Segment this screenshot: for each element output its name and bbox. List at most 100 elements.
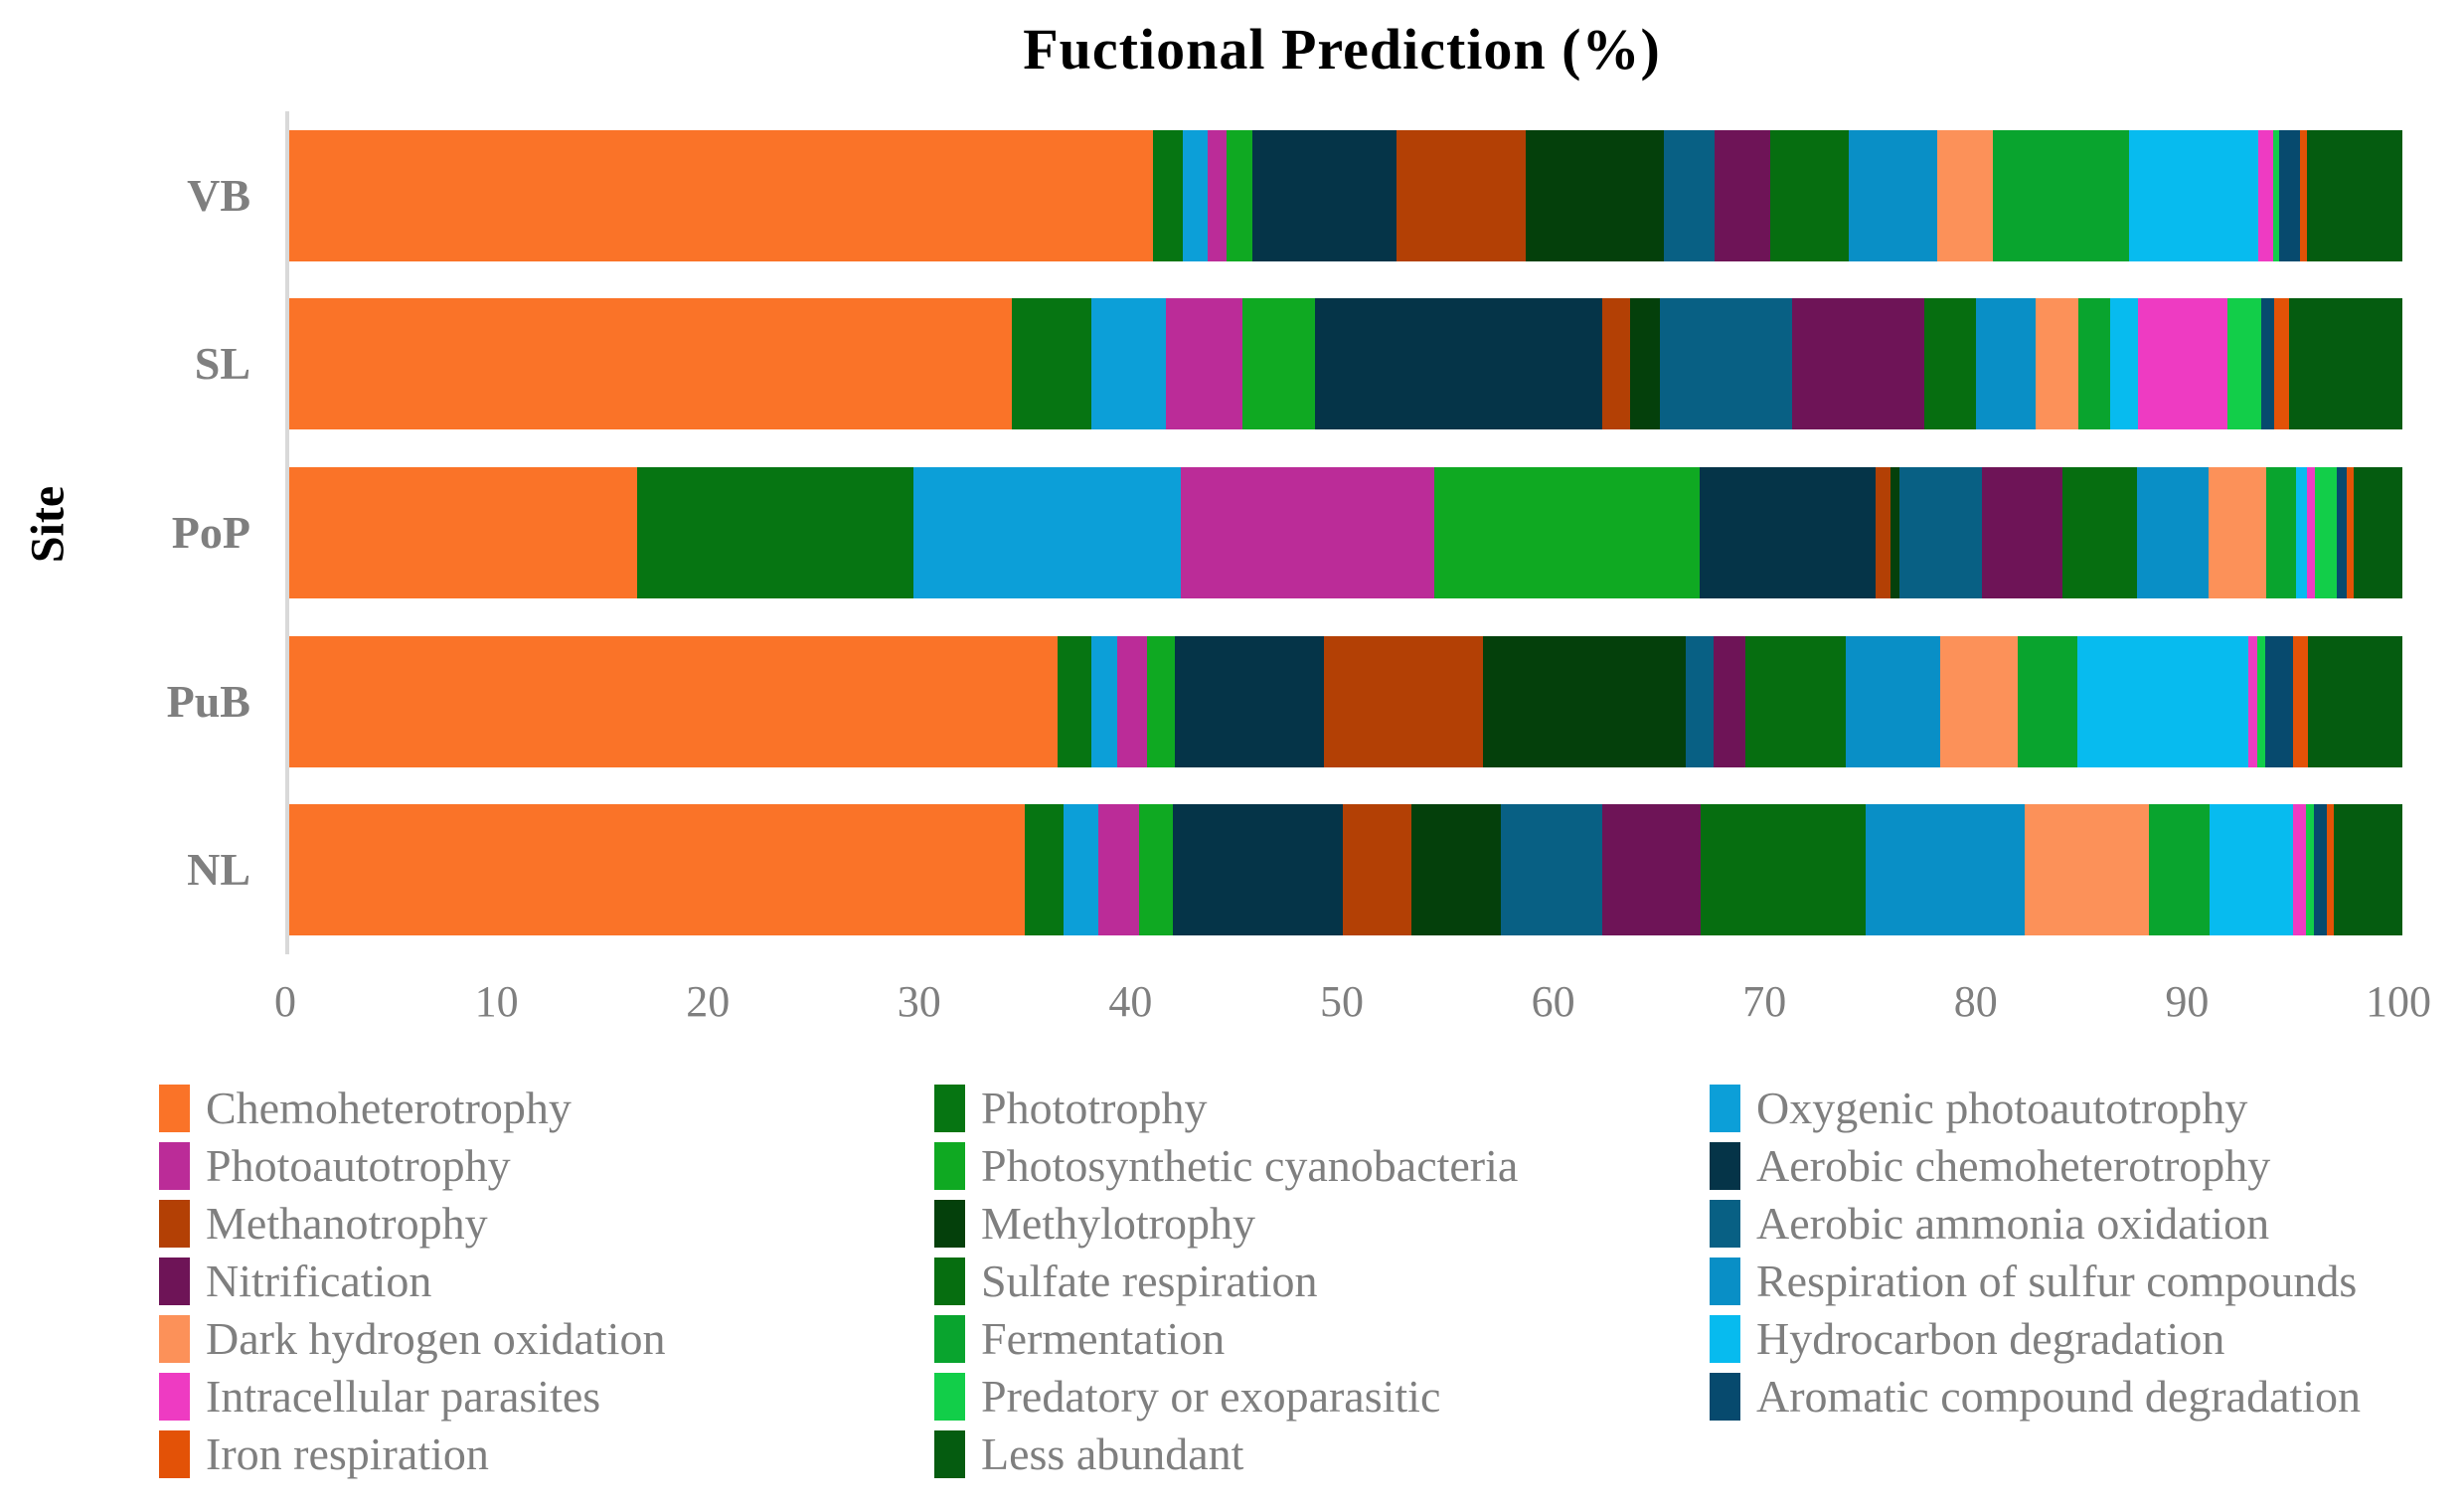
bar-segment-nitrification	[1981, 467, 2063, 598]
bar-segment-oxygenic-photoautotrophy	[1090, 298, 1166, 429]
bar-segment-chemoheterotrophy	[289, 298, 1013, 429]
x-tick-60: 60	[1531, 977, 1575, 1026]
legend: Chemoheterotrophy Photoautotrophy Methanot…	[0, 1080, 2464, 1487]
bar-segment-aerobic-ammonia-oxidation	[1686, 636, 1715, 767]
bar-segment-aerobic-chemoheterotrophy	[1252, 130, 1397, 261]
bar-row-SL	[289, 298, 2402, 429]
bar-row-PoP	[289, 467, 2402, 598]
legend-marker-icon	[159, 1315, 190, 1363]
legend-item-aerobic-ammonia-oxidation: Aerobic ammonia oxidation	[1710, 1195, 2361, 1253]
bar-segment-fermentation	[2077, 298, 2110, 429]
bar-segment-intracellular-parasites	[2247, 636, 2257, 767]
x-tick-40: 40	[1108, 977, 1153, 1026]
legend-label: Aerobic chemoheterotrophy	[1756, 1140, 2271, 1191]
bar-segment-predatory-or-exoparasitic	[2305, 804, 2315, 935]
bar-segment-hydrocarbon-degradation	[2296, 467, 2307, 598]
legend-marker-icon	[1710, 1142, 1740, 1190]
bar-segment-oxygenic-photoautotrophy	[913, 467, 1182, 598]
chart-title: Fuctional Prediction (%)	[1023, 17, 1661, 82]
bar-segment-chemoheterotrophy	[289, 636, 1058, 767]
bar-segment-dark-hydrogen-oxidation	[2025, 804, 2150, 935]
bar-segment-aerobic-ammonia-oxidation	[1664, 130, 1716, 261]
legend-item-less-abundant: Less abundant	[934, 1426, 1518, 1483]
bar-segment-iron-respiration	[2274, 298, 2290, 429]
bar-row-VB	[289, 130, 2402, 261]
legend-marker-icon	[1710, 1315, 1740, 1363]
legend-marker-icon	[159, 1085, 190, 1132]
bar-segment-photosynthetic-cyanobacteria	[1146, 636, 1175, 767]
legend-marker-icon	[159, 1142, 190, 1190]
bar-segment-phototrophy	[1152, 130, 1183, 261]
legend-marker-icon	[1710, 1373, 1740, 1421]
bar-segment-nitrification	[1715, 130, 1770, 261]
bar-segment-nitrification	[1792, 298, 1925, 429]
legend-label: Respiration of sulfur compounds	[1756, 1256, 2358, 1306]
bar-segment-photosynthetic-cyanobacteria	[1227, 130, 1253, 261]
bar-segment-respiration-of-sulfur-compounds	[1846, 636, 1941, 767]
bar-segment-aromatic-compound-degradation	[2279, 130, 2301, 261]
bar-segment-phototrophy	[1025, 804, 1065, 935]
bar-segment-methylotrophy	[1410, 804, 1502, 935]
bar-segment-oxygenic-photoautotrophy	[1064, 804, 1098, 935]
bar-segment-intracellular-parasites	[2306, 467, 2316, 598]
site-label-PoP: PoP	[171, 507, 250, 558]
legend-label: Methylotrophy	[981, 1198, 1255, 1249]
site-label-VB: VB	[187, 170, 250, 221]
bar-segment-respiration-of-sulfur-compounds	[1975, 298, 2036, 429]
legend-marker-icon	[159, 1430, 190, 1478]
legend-marker-icon	[934, 1142, 965, 1190]
x-tick-20: 20	[686, 977, 731, 1026]
bar-segment-dark-hydrogen-oxidation	[2035, 298, 2078, 429]
x-axis: 0 10 20 30 40 50 60 70 80 90 100	[274, 976, 2431, 1036]
bar-segment-photosynthetic-cyanobacteria	[1138, 804, 1174, 935]
bar-segment-chemoheterotrophy	[289, 467, 638, 598]
bar-segment-chemoheterotrophy	[289, 130, 1153, 261]
legend-label: Aerobic ammonia oxidation	[1756, 1198, 2270, 1249]
bar-segment-methanotrophy	[1342, 804, 1411, 935]
bar-segment-sulfate-respiration	[1924, 298, 1976, 429]
x-tick-80: 80	[1953, 977, 1998, 1026]
x-tick-50: 50	[1320, 977, 1364, 1026]
bar-segment-fermentation	[2266, 467, 2297, 598]
bar-segment-oxygenic-photoautotrophy	[1090, 636, 1117, 767]
legend-item-hydrocarbon-degradation: Hydrocarbon degradation	[1710, 1310, 2361, 1368]
bar-segment-dark-hydrogen-oxidation	[2209, 467, 2267, 598]
bar-segment-predatory-or-exoparasitic	[2226, 298, 2262, 429]
legend-item-chemoheterotrophy: Chemoheterotrophy	[159, 1080, 665, 1137]
bar-segment-methanotrophy	[1876, 467, 1891, 598]
bar-segment-sulfate-respiration	[1701, 804, 1867, 935]
legend-label: Sulfate respiration	[981, 1256, 1318, 1306]
legend-label: Less abundant	[981, 1428, 1244, 1479]
bar-row-NL	[289, 804, 2402, 935]
legend-item-methylotrophy: Methylotrophy	[934, 1195, 1518, 1253]
legend-marker-icon	[934, 1373, 965, 1421]
bar-segment-aromatic-compound-degradation	[2336, 467, 2348, 598]
bar-segment-photoautotrophy	[1097, 804, 1139, 935]
legend-marker-icon	[934, 1258, 965, 1305]
bar-segment-phototrophy	[637, 467, 914, 598]
legend-item-predatory-or-exoparasitic: Predatory or exoparasitic	[934, 1368, 1518, 1426]
bar-segment-intracellular-parasites	[2257, 130, 2273, 261]
bar-segment-photoautotrophy	[1181, 467, 1434, 598]
legend-label: Iron respiration	[206, 1428, 489, 1479]
bar-segment-methanotrophy	[1324, 636, 1483, 767]
legend-label: Intracellular parasites	[206, 1371, 601, 1422]
bar-segment-methylotrophy	[1630, 298, 1661, 429]
bar-segment-iron-respiration	[2327, 804, 2334, 935]
legend-item-nitrification: Nitrification	[159, 1253, 665, 1310]
x-tick-90: 90	[2165, 977, 2210, 1026]
bar-segment-methylotrophy	[1526, 130, 1665, 261]
legend-marker-icon	[159, 1258, 190, 1305]
legend-item-aerobic-chemoheterotrophy: Aerobic chemoheterotrophy	[1710, 1137, 2361, 1195]
site-label-PuB: PuB	[166, 676, 250, 727]
x-tick-30: 30	[897, 977, 941, 1026]
bar-segment-methylotrophy	[1482, 636, 1687, 767]
bar-segment-predatory-or-exoparasitic	[2256, 636, 2266, 767]
bar-segment-iron-respiration	[2293, 636, 2309, 767]
x-tick-10: 10	[474, 977, 519, 1026]
legend-marker-icon	[159, 1373, 190, 1421]
bar-segment-aerobic-chemoheterotrophy	[1173, 804, 1343, 935]
legend-marker-icon	[1710, 1200, 1740, 1248]
legend-label: Phototrophy	[981, 1083, 1208, 1133]
legend-label: Nitrification	[206, 1256, 432, 1306]
